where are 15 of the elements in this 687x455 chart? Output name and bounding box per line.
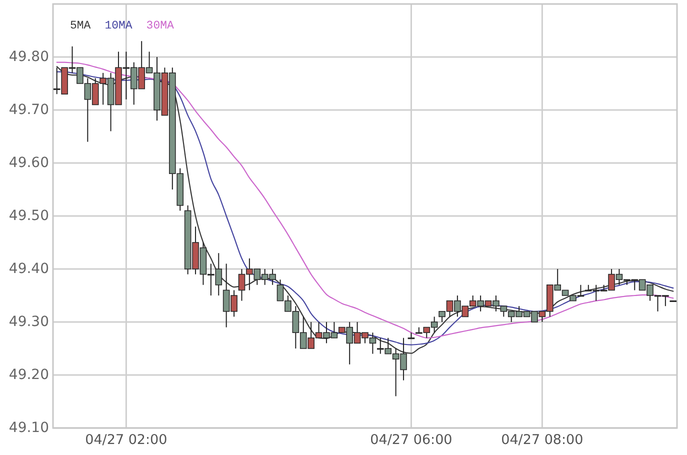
y-tick-label: 49.80 — [8, 49, 49, 65]
text: 30MA — [146, 20, 174, 32]
text: 5MA — [70, 20, 91, 32]
y-tick-label: 49.70 — [8, 102, 49, 118]
y-tick-label: 49.10 — [8, 420, 49, 436]
x-tick-label: 04/27 02:00 — [85, 432, 168, 448]
x-tick-label: 04/27 06:00 — [370, 432, 452, 448]
y-tick-label: 49.60 — [8, 155, 49, 171]
text: 10MA — [104, 20, 132, 32]
y-tick-label: 49.30 — [8, 314, 49, 330]
y-tick-label: 49.50 — [8, 208, 49, 224]
y-tick-label: 49.20 — [8, 367, 49, 383]
candlestick — [408, 332, 415, 340]
y-tick-label: 49.40 — [8, 261, 49, 277]
x-tick-label: 04/27 08:00 — [501, 432, 584, 448]
